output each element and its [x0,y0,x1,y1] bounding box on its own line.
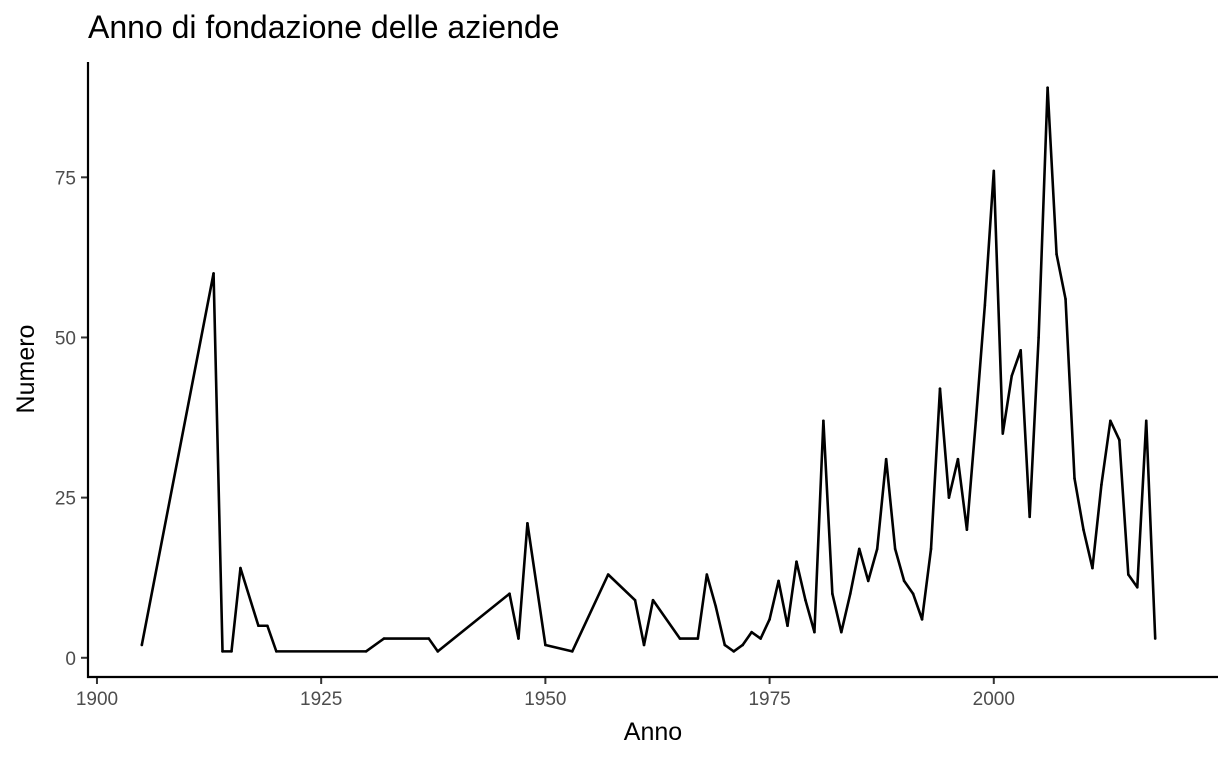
data-point [822,419,825,423]
data-point [866,579,870,583]
data-point [938,387,942,391]
data-point [606,573,610,576]
data-point [1127,573,1130,576]
y-tick-label: 25 [55,489,76,510]
data-point [1091,566,1094,570]
data-point [642,643,646,647]
x-axis-title: Anno [624,718,682,746]
data-point [526,521,529,525]
data-point [849,592,852,596]
data-point [813,630,816,634]
data-point [1055,252,1058,256]
data-point [1135,586,1139,589]
data-point [777,579,780,583]
data-point [911,592,915,596]
data-point [517,637,520,640]
data-point [1144,419,1148,423]
data-point [427,637,431,640]
y-tick-label: 75 [55,168,76,189]
data-point [508,592,511,596]
data-point [1019,348,1022,352]
data-point [678,637,682,640]
data-points [140,86,1157,653]
y-tick-label: 0 [65,649,76,670]
x-tick-label: 2000 [973,689,1015,710]
data-point [266,624,269,628]
data-point [1073,477,1076,480]
data-point [893,547,897,551]
data-point [795,560,798,563]
data-point [1118,438,1121,442]
x-tick-label: 1925 [300,689,342,710]
data-point [257,624,260,628]
data-point [723,643,727,647]
data-point [965,528,969,531]
y-axis-ticks: 0 25 50 75 [55,168,88,670]
y-tick-label: 50 [55,328,76,349]
data-point [705,573,709,576]
data-point [239,566,242,570]
data-point [382,637,386,640]
data-point [1100,483,1103,487]
data-point [983,304,987,307]
data-point [696,637,700,640]
data-point [140,643,144,647]
x-tick-label: 1975 [748,689,790,710]
data-point [759,637,762,640]
data-point [1037,336,1040,339]
data-point [544,643,547,647]
data-point [1109,419,1112,423]
data-point [786,624,789,628]
data-point [275,650,278,653]
data-point [974,419,978,423]
data-point [750,630,753,634]
data-point [947,496,951,499]
x-axis-ticks: 1900 1925 1950 1975 2000 [76,677,1015,710]
data-point [651,598,655,602]
x-tick-label: 1950 [524,689,566,710]
data-point [875,547,879,551]
data-point [1046,86,1049,89]
x-tick-label: 1900 [76,689,118,710]
data-point [364,650,368,653]
data-point [857,547,861,551]
data-point [212,272,215,275]
data-point [1028,515,1031,519]
data-point [920,618,924,621]
data-point [804,598,807,602]
data-point [884,457,888,461]
chart-title: Anno di fondazione delle aziende [88,9,559,45]
data-point [1153,637,1157,640]
data-point [633,598,637,602]
data-point [956,457,960,461]
data-point [768,618,771,621]
data-point [1001,432,1005,435]
data-point [902,579,906,583]
data-point [929,547,933,551]
data-point [732,650,736,653]
data-point [221,650,224,653]
data-point [1064,297,1067,301]
data-point [840,630,843,634]
data-point [230,650,233,653]
data-point [741,643,744,647]
data-point [992,169,996,173]
data-point [436,650,440,653]
data-point [1010,374,1014,378]
data-point [1082,528,1085,531]
data-point [831,592,834,596]
y-axis-title: Numero [12,325,40,414]
data-point [714,605,718,608]
data-point [570,650,574,653]
series-line [140,86,1157,653]
